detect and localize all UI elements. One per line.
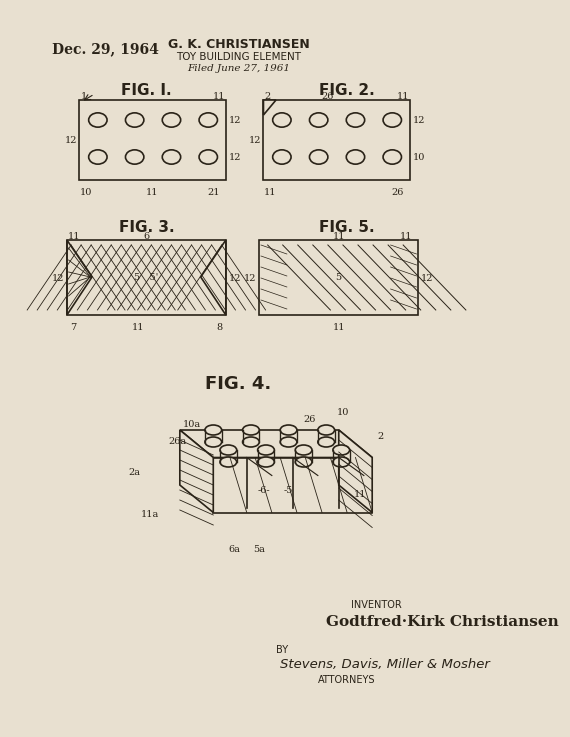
Text: 6: 6 — [143, 232, 149, 241]
Ellipse shape — [199, 150, 218, 164]
Text: 11: 11 — [400, 232, 412, 241]
Ellipse shape — [243, 437, 259, 447]
Text: 12: 12 — [245, 273, 256, 282]
Text: Stevens, Davis, Miller & Mosher: Stevens, Davis, Miller & Mosher — [280, 658, 490, 671]
Ellipse shape — [310, 150, 328, 164]
Text: Filed June 27, 1961: Filed June 27, 1961 — [187, 64, 290, 73]
Bar — [259, 240, 418, 315]
Text: FIG. 2.: FIG. 2. — [319, 83, 375, 98]
Text: 11: 11 — [353, 490, 366, 499]
Text: 12: 12 — [229, 273, 241, 282]
Ellipse shape — [243, 425, 259, 435]
Ellipse shape — [318, 425, 335, 435]
Polygon shape — [180, 430, 372, 458]
Text: 10: 10 — [80, 188, 92, 197]
Ellipse shape — [162, 150, 181, 164]
Ellipse shape — [125, 150, 144, 164]
Ellipse shape — [258, 445, 274, 455]
Ellipse shape — [205, 425, 222, 435]
Text: 21: 21 — [207, 188, 219, 197]
Text: BY: BY — [276, 645, 288, 655]
Text: FIG. 4.: FIG. 4. — [205, 375, 271, 393]
Ellipse shape — [220, 457, 237, 467]
Text: -5: -5 — [284, 486, 293, 495]
Text: 12: 12 — [64, 136, 77, 144]
Text: Godtfred·Kirk Christiansen: Godtfred·Kirk Christiansen — [326, 615, 559, 629]
Ellipse shape — [220, 445, 237, 455]
Text: 5   5': 5 5' — [134, 273, 158, 282]
Ellipse shape — [89, 113, 107, 128]
Polygon shape — [339, 430, 372, 512]
Ellipse shape — [280, 425, 297, 435]
Text: 11: 11 — [146, 188, 158, 197]
Polygon shape — [180, 430, 213, 512]
Text: 26: 26 — [303, 415, 316, 424]
Ellipse shape — [272, 113, 291, 128]
Bar — [79, 100, 226, 180]
Text: 5: 5 — [336, 273, 342, 282]
Text: 2: 2 — [377, 432, 384, 441]
Text: 8: 8 — [216, 323, 222, 332]
Polygon shape — [213, 458, 372, 512]
Ellipse shape — [310, 113, 328, 128]
Text: 2a: 2a — [128, 468, 141, 477]
Ellipse shape — [346, 150, 365, 164]
Ellipse shape — [258, 457, 274, 467]
Ellipse shape — [280, 437, 297, 447]
Text: 10a: 10a — [184, 420, 201, 429]
Text: 12: 12 — [421, 273, 433, 282]
Text: 26: 26 — [391, 188, 404, 197]
Text: ATTORNEYS: ATTORNEYS — [319, 675, 376, 685]
Text: 11: 11 — [397, 92, 409, 101]
Text: INVENTOR: INVENTOR — [351, 600, 402, 610]
Text: 1: 1 — [80, 92, 87, 101]
Text: FIG. I.: FIG. I. — [121, 83, 172, 98]
Ellipse shape — [333, 457, 349, 467]
Text: 5a: 5a — [253, 545, 265, 554]
Text: 12: 12 — [229, 116, 241, 125]
Text: FIG. 3.: FIG. 3. — [119, 220, 174, 235]
Text: 12: 12 — [249, 136, 261, 144]
Ellipse shape — [333, 445, 349, 455]
Ellipse shape — [295, 445, 312, 455]
Text: 10: 10 — [337, 408, 349, 417]
Text: 11a: 11a — [141, 510, 159, 519]
Bar — [67, 240, 226, 315]
Text: 7: 7 — [71, 323, 77, 332]
Text: -6-: -6- — [257, 486, 270, 495]
Text: G. K. CHRISTIANSEN: G. K. CHRISTIANSEN — [168, 38, 310, 51]
Text: 12: 12 — [52, 273, 64, 282]
Ellipse shape — [295, 457, 312, 467]
Text: 2: 2 — [264, 92, 271, 101]
Ellipse shape — [125, 113, 144, 128]
Ellipse shape — [162, 113, 181, 128]
Ellipse shape — [383, 150, 401, 164]
Text: 26a: 26a — [168, 437, 186, 446]
Ellipse shape — [383, 113, 401, 128]
Ellipse shape — [199, 113, 218, 128]
Polygon shape — [263, 100, 276, 115]
Text: Dec. 29, 1964: Dec. 29, 1964 — [52, 42, 158, 56]
Text: 11: 11 — [264, 188, 276, 197]
Text: 12: 12 — [229, 153, 241, 161]
Ellipse shape — [89, 150, 107, 164]
Text: 11: 11 — [132, 323, 144, 332]
Text: 11: 11 — [332, 232, 345, 241]
Ellipse shape — [346, 113, 365, 128]
Text: 11: 11 — [67, 232, 80, 241]
Text: FIG. 5.: FIG. 5. — [319, 220, 375, 235]
Ellipse shape — [205, 437, 222, 447]
Ellipse shape — [272, 150, 291, 164]
Bar — [263, 100, 410, 180]
Text: 26: 26 — [321, 92, 334, 101]
Text: TOY BUILDING ELEMENT: TOY BUILDING ELEMENT — [176, 52, 301, 62]
Text: 6a: 6a — [228, 545, 240, 554]
Text: 11: 11 — [332, 323, 345, 332]
Text: 11: 11 — [213, 92, 225, 101]
Ellipse shape — [318, 437, 335, 447]
Text: 12: 12 — [412, 116, 425, 125]
Text: 10: 10 — [412, 153, 425, 161]
